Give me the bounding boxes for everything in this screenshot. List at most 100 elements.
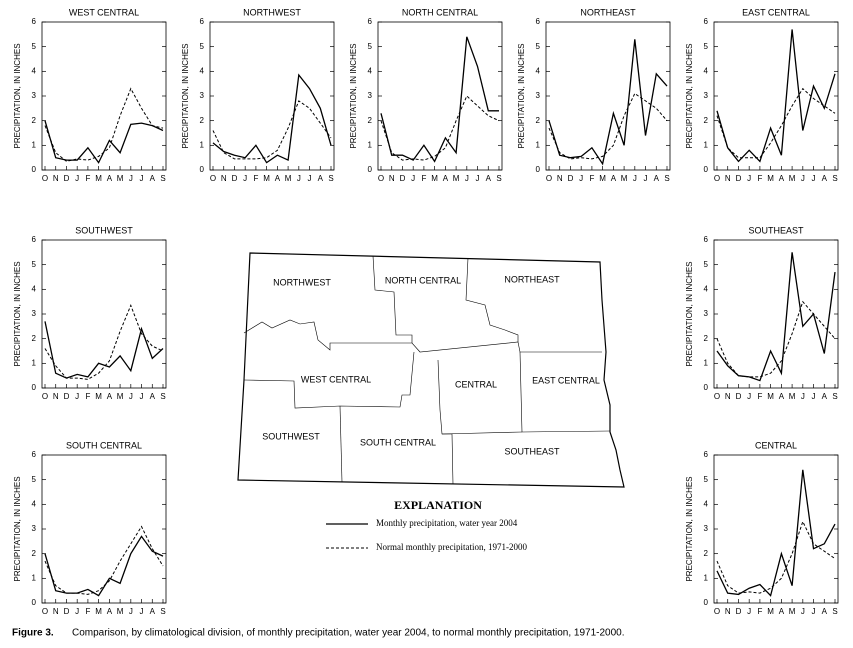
x-tick-label: M [117, 607, 124, 616]
y-axis-label: PRECIPITATION, IN INCHES [13, 261, 22, 366]
y-tick-label: 1 [704, 573, 709, 582]
x-tick-label: J [801, 607, 805, 616]
y-tick-label: 3 [32, 309, 37, 318]
x-tick-label: J [812, 174, 816, 183]
x-tick-label: M [117, 174, 124, 183]
x-tick-label: D [64, 392, 70, 401]
x-tick-label: J [644, 174, 648, 183]
plot-frame [713, 21, 839, 171]
y-tick-label: 0 [704, 165, 709, 174]
series-line [44, 120, 164, 164]
y-tick-label: 3 [536, 91, 541, 100]
y-tick-label: 4 [704, 284, 709, 293]
y-tick-label: 2 [704, 549, 709, 558]
x-tick-label: S [832, 392, 837, 401]
division-border [243, 351, 415, 409]
x-tick-label: M [767, 392, 774, 401]
chart-title: SOUTHWEST [75, 225, 133, 235]
y-tick-label: 0 [32, 598, 37, 607]
map-label: NORTHEAST [504, 274, 560, 284]
y-tick-label: 1 [368, 140, 373, 149]
chart-title: NORTHWEST [243, 7, 301, 17]
x-tick-label: M [767, 607, 774, 616]
x-tick-label: D [400, 174, 406, 183]
caption-label: Figure 3. [12, 628, 54, 639]
x-tick-label: S [160, 174, 165, 183]
x-tick-label: O [714, 607, 720, 616]
x-tick-label: J [747, 392, 751, 401]
x-tick-label: J [812, 607, 816, 616]
map-label: SOUTHWEST [262, 431, 320, 441]
x-tick-label: A [318, 174, 324, 183]
x-tick-label: J [308, 174, 312, 183]
y-tick-label: 1 [704, 140, 709, 149]
x-tick-label: S [160, 607, 165, 616]
plot-frame [41, 21, 167, 171]
y-tick-label: 6 [704, 450, 709, 459]
x-tick-label: O [546, 174, 552, 183]
x-tick-label: F [757, 174, 762, 183]
y-tick-label: 0 [704, 598, 709, 607]
y-tick-label: 6 [368, 17, 373, 26]
x-tick-label: J [129, 174, 133, 183]
chart-title: CENTRAL [755, 440, 797, 450]
y-tick-label: 3 [704, 91, 709, 100]
series-line [212, 100, 332, 160]
plot-frame [713, 454, 839, 604]
y-tick-label: 1 [704, 358, 709, 367]
x-tick-label: A [779, 392, 785, 401]
x-tick-label: S [832, 607, 837, 616]
x-tick-label: M [431, 174, 438, 183]
x-tick-label: M [263, 174, 270, 183]
x-tick-label: M [453, 174, 460, 183]
y-tick-label: 5 [32, 475, 37, 484]
x-tick-label: N [221, 174, 227, 183]
x-tick-label: F [757, 607, 762, 616]
y-tick-label: 6 [704, 17, 709, 26]
y-tick-label: 0 [200, 165, 205, 174]
x-tick-label: J [812, 392, 816, 401]
x-tick-label: A [150, 607, 156, 616]
x-tick-label: A [822, 607, 828, 616]
x-tick-label: M [117, 392, 124, 401]
x-tick-label: O [378, 174, 384, 183]
x-tick-label: A [443, 174, 449, 183]
x-tick-label: D [736, 392, 742, 401]
y-tick-label: 4 [704, 499, 709, 508]
x-tick-label: O [210, 174, 216, 183]
x-tick-label: O [42, 392, 48, 401]
division-border [339, 405, 343, 483]
series-line [716, 87, 836, 159]
map-label: CENTRAL [455, 379, 497, 389]
x-tick-label: N [53, 607, 59, 616]
plot-frame [377, 21, 503, 171]
x-tick-label: F [85, 392, 90, 401]
y-tick-label: 5 [200, 42, 205, 51]
x-tick-label: N [557, 174, 563, 183]
chart-title: EAST CENTRAL [742, 7, 810, 17]
y-tick-label: 1 [32, 140, 37, 149]
x-tick-label: F [421, 174, 426, 183]
y-tick-label: 3 [32, 91, 37, 100]
x-tick-label: J [465, 174, 469, 183]
x-tick-label: N [725, 607, 731, 616]
map-label: EAST CENTRAL [532, 375, 600, 385]
y-axis-label: PRECIPITATION, IN INCHES [349, 43, 358, 148]
legend-title: EXPLANATION [394, 498, 482, 512]
x-tick-label: J [297, 174, 301, 183]
series-line [548, 92, 668, 160]
x-tick-label: N [389, 174, 395, 183]
plot-frame [41, 454, 167, 604]
x-tick-label: D [568, 174, 574, 183]
y-tick-label: 5 [704, 260, 709, 269]
x-tick-label: J [140, 607, 144, 616]
y-tick-label: 4 [368, 66, 373, 75]
x-tick-label: J [75, 607, 79, 616]
x-tick-label: F [589, 174, 594, 183]
x-tick-label: A [779, 607, 785, 616]
y-tick-label: 4 [32, 66, 37, 75]
x-tick-label: J [476, 174, 480, 183]
division-border [372, 255, 413, 343]
x-tick-label: N [725, 392, 731, 401]
